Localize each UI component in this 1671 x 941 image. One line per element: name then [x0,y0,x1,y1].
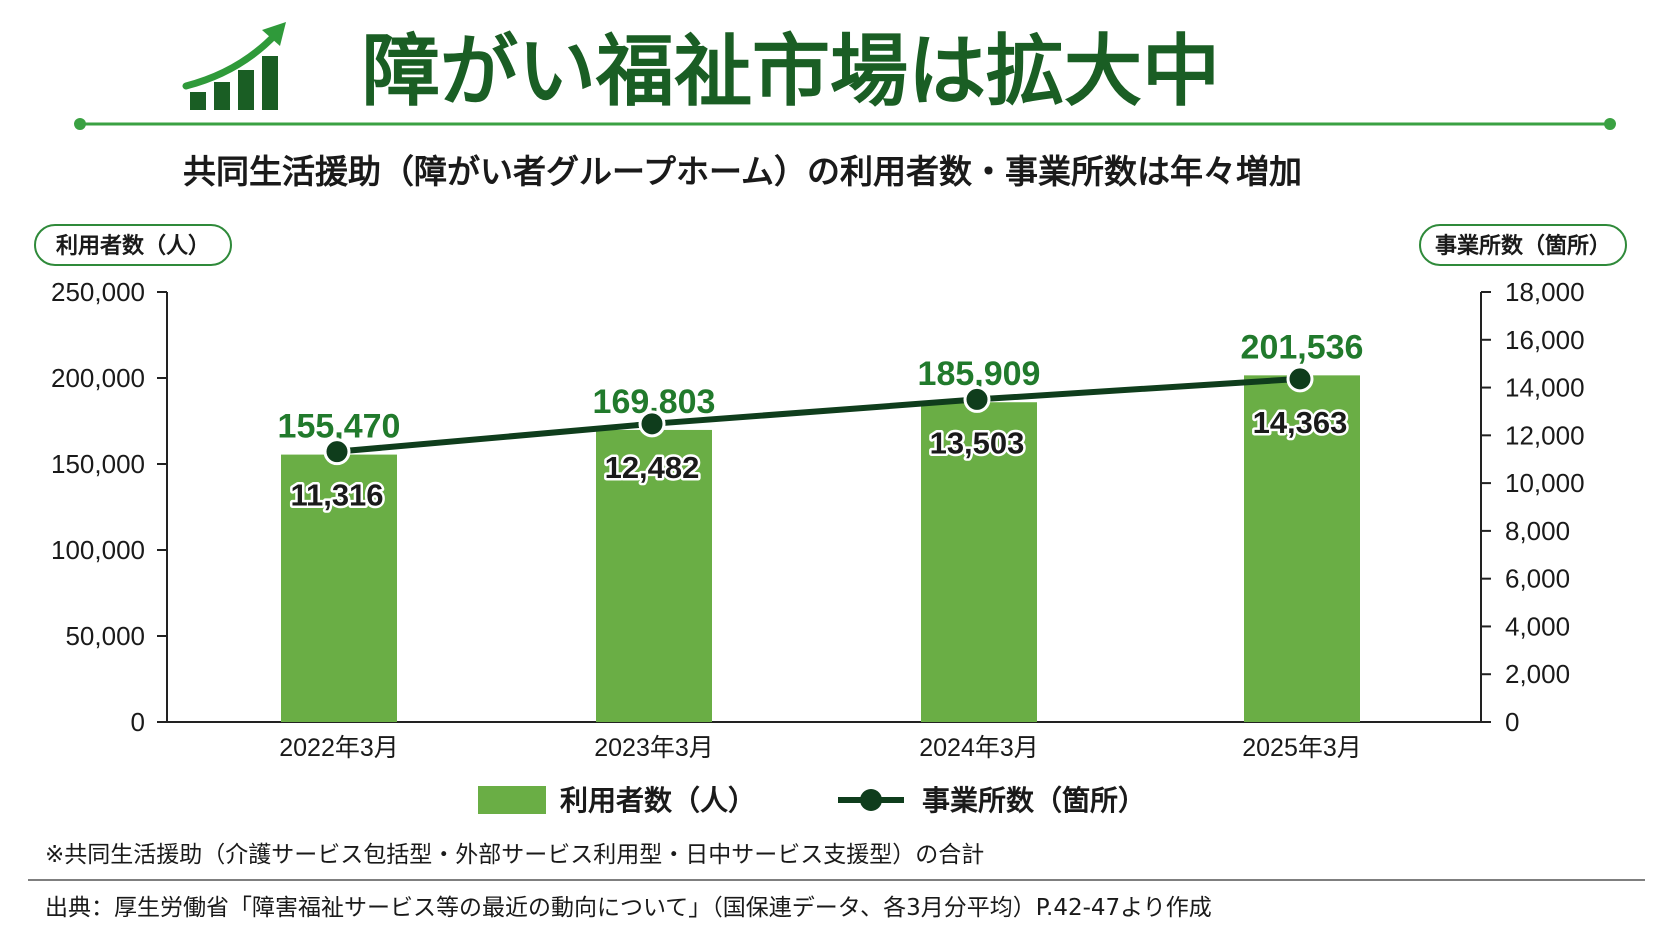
bar [921,402,1037,722]
line-point [1286,365,1314,393]
right-tick-label: 16,000 [1505,325,1585,355]
legend: 利用者数（人） 事業所数（箇所） [478,784,1146,817]
left-tick-label: 100,000 [51,535,145,565]
left-tick-label: 150,000 [51,449,145,479]
bar [1244,375,1360,722]
footnote: ※共同生活援助（介護サービス包括型・外部サービス利用型・日中サービス支援型）の合… [45,842,984,868]
bar-value-label: 201,536 [1241,328,1364,366]
line-value-label: 13,503 [930,425,1025,460]
source-credit: 出典：厚生労働省「障害福祉サービス等の最近の動向について」（国保連データ、各3月… [45,895,1212,921]
line-value-labels: 11,316 12,482 13,503 14,363 [288,402,1350,515]
line-value-label: 11,316 [290,478,383,513]
category-label: 2022年3月 [279,734,399,762]
category-label: 2025年3月 [1242,734,1362,762]
right-axis-ticks: 18,000 16,000 14,000 12,000 10,000 8,000 6,000… [1481,277,1585,737]
line-path [336,375,1301,455]
line-series [323,365,1314,466]
title-rule [74,118,1616,130]
left-tick-label: 200,000 [51,363,145,393]
bar [281,454,397,722]
line-value-label: 14,363 [1253,405,1348,440]
right-tick-label: 14,000 [1505,373,1585,403]
right-tick-label: 12,000 [1505,420,1585,450]
chart-subtitle: 共同生活援助（障がい者グループホーム）の利用者数・事業所数は年々増加 [183,152,1302,191]
line-point [638,410,666,438]
right-axis-label: 事業所数（箇所） [1419,224,1627,266]
right-tick-label: 4,000 [1505,611,1570,641]
left-axis-ticks: 250,000 200,000 150,000 100,000 50,000 0 [51,277,167,737]
page-title: 障がい福祉市場は拡大中 [362,27,1220,117]
right-tick-label: 8,000 [1505,516,1570,546]
left-axis-label: 利用者数（人） [34,224,232,266]
category-label: 2023年3月 [594,734,714,762]
line-point [963,385,991,413]
left-axis-label-text: 利用者数（人） [56,233,210,259]
legend-bar-swatch [478,786,546,814]
category-label: 2024年3月 [919,734,1039,762]
left-tick-label: 250,000 [51,277,145,307]
left-tick-label: 50,000 [65,621,145,651]
left-tick-label: 0 [131,707,145,737]
right-axis-label-text: 事業所数（箇所） [1435,233,1611,259]
line-point [323,438,351,466]
growth-chart-icon [182,22,286,110]
legend-line-label: 事業所数（箇所） [922,784,1146,817]
bar [596,429,712,722]
category-labels: 2022年3月 2023年3月 2024年3月 2025年3月 [279,734,1362,762]
line-value-label: 12,482 [605,450,700,485]
right-tick-label: 0 [1505,707,1519,737]
right-tick-label: 2,000 [1505,659,1570,689]
right-tick-label: 18,000 [1505,277,1585,307]
legend-bar-label: 利用者数（人） [560,784,756,817]
legend-line-swatch [838,789,904,811]
right-tick-label: 6,000 [1505,564,1570,594]
bar-series [281,375,1360,722]
right-tick-label: 10,000 [1505,468,1585,498]
